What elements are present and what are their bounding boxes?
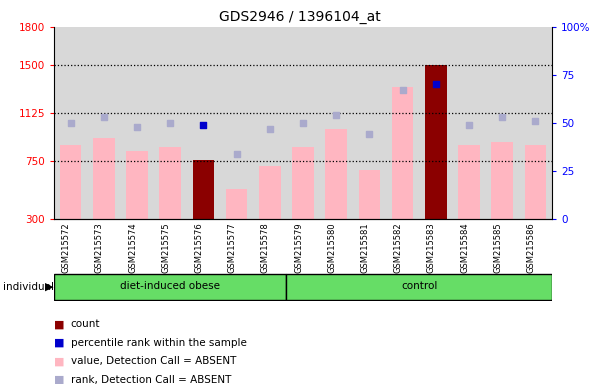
Bar (392, 87, 413, 219)
Bar (286, 274, 552, 300)
Text: GSM215585: GSM215585 (493, 223, 502, 273)
Bar (485, 27, 519, 219)
Bar (419, 27, 452, 219)
Text: diet-induced obese: diet-induced obese (120, 281, 220, 291)
Bar (259, 166, 281, 219)
Bar (226, 189, 247, 219)
Text: GSM215572: GSM215572 (62, 223, 71, 273)
Bar (121, 27, 154, 219)
Bar (220, 27, 253, 219)
Bar (60, 145, 82, 219)
Text: GSM215579: GSM215579 (294, 223, 303, 273)
Bar (87, 27, 121, 219)
Text: GSM215582: GSM215582 (394, 223, 403, 273)
Text: GSM215586: GSM215586 (526, 223, 535, 273)
Text: ■: ■ (54, 319, 65, 329)
Text: count: count (71, 319, 100, 329)
Text: GSM215575: GSM215575 (161, 223, 170, 273)
Point (431, 81, 440, 88)
Point (398, 87, 407, 93)
Point (132, 124, 142, 130)
Text: percentile rank within the sample: percentile rank within the sample (71, 338, 247, 348)
Bar (54, 27, 87, 219)
Text: individual: individual (3, 282, 54, 292)
Point (365, 131, 374, 137)
Bar (353, 27, 386, 219)
Bar (386, 27, 419, 219)
Text: GDS2946 / 1396104_at: GDS2946 / 1396104_at (219, 10, 381, 23)
Bar (253, 27, 286, 219)
Bar (154, 27, 187, 219)
Text: GSM215577: GSM215577 (227, 223, 236, 273)
Text: GSM215574: GSM215574 (128, 223, 137, 273)
Text: control: control (401, 281, 437, 291)
Text: GSM215584: GSM215584 (460, 223, 469, 273)
Bar (458, 145, 480, 219)
Bar (286, 27, 320, 219)
Bar (93, 138, 115, 219)
Text: GSM215576: GSM215576 (194, 223, 203, 273)
Point (497, 114, 507, 120)
Text: rank, Detection Call = ABSENT: rank, Detection Call = ABSENT (71, 375, 231, 384)
Point (232, 151, 241, 157)
Bar (193, 160, 214, 219)
Bar (519, 27, 552, 219)
Point (331, 112, 341, 118)
Text: GSM215581: GSM215581 (361, 223, 370, 273)
Point (265, 126, 275, 132)
Bar (325, 129, 347, 219)
Bar (54, 274, 286, 300)
Bar (425, 65, 446, 219)
Bar (320, 27, 353, 219)
Text: GSM215583: GSM215583 (427, 223, 436, 273)
Point (199, 122, 208, 128)
Text: ■: ■ (54, 356, 65, 366)
Text: value, Detection Call = ABSENT: value, Detection Call = ABSENT (71, 356, 236, 366)
Point (530, 118, 540, 124)
Bar (524, 145, 546, 219)
Point (464, 122, 474, 128)
Text: GSM215580: GSM215580 (327, 223, 336, 273)
Bar (160, 147, 181, 219)
Bar (491, 142, 513, 219)
Text: ■: ■ (54, 338, 65, 348)
Text: GSM215573: GSM215573 (95, 223, 104, 273)
Bar (126, 151, 148, 219)
Text: ■: ■ (54, 375, 65, 384)
Bar (292, 147, 314, 219)
Bar (452, 27, 485, 219)
Bar (187, 27, 220, 219)
Point (66, 120, 76, 126)
Bar (359, 170, 380, 219)
Point (166, 120, 175, 126)
Text: ▶: ▶ (45, 282, 53, 292)
Point (298, 120, 308, 126)
Point (99, 114, 109, 120)
Text: GSM215578: GSM215578 (261, 223, 270, 273)
